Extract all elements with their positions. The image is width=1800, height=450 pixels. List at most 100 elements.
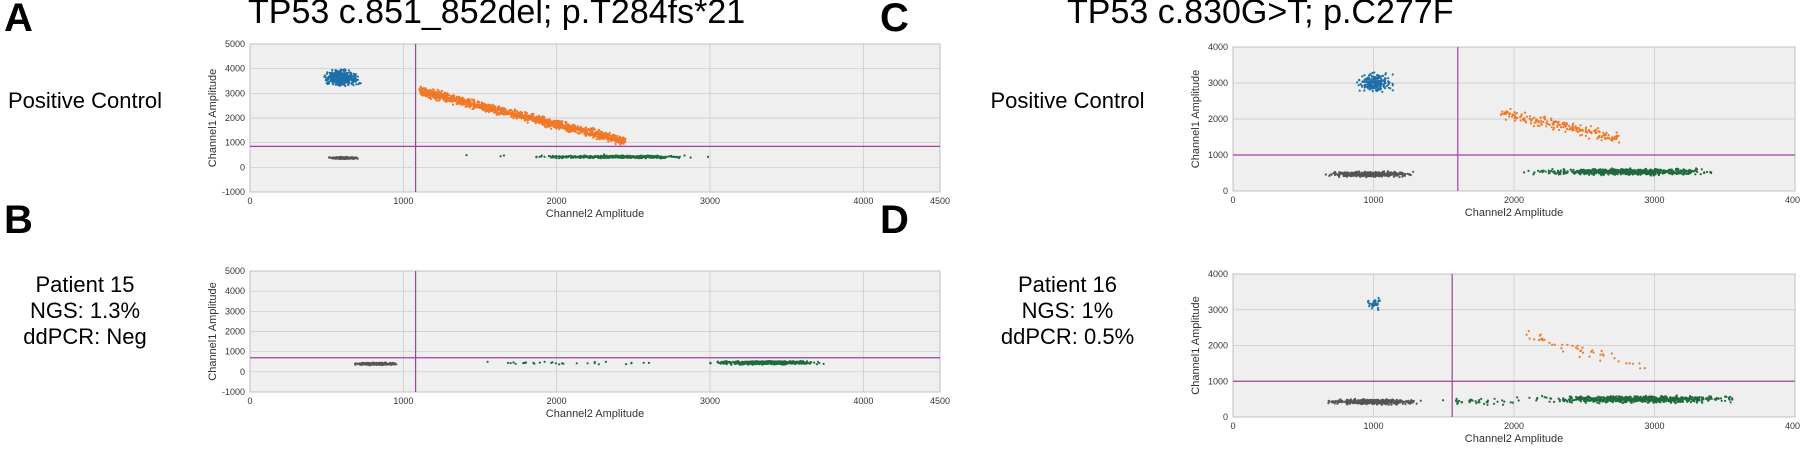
droplet-point — [599, 130, 603, 133]
y-tick-label: -1000 — [222, 187, 245, 197]
droplet-point — [500, 112, 503, 115]
droplet-point — [329, 78, 332, 81]
droplet-point — [1694, 169, 1698, 172]
droplet-point — [355, 83, 358, 86]
chart-b: 0 1000 2000 3000 4000 4500-100001000200030004… — [207, 266, 950, 420]
droplet-point — [1360, 84, 1363, 87]
droplet-point — [1551, 122, 1554, 125]
y-tick-label: 4000 — [225, 286, 245, 296]
y-tick-label: 0 — [240, 162, 245, 172]
droplet-point — [543, 123, 546, 126]
droplet-point — [1540, 123, 1543, 126]
droplet-point — [788, 361, 791, 364]
droplet-point — [1356, 81, 1359, 84]
droplet-point — [486, 360, 489, 363]
droplet-point — [1532, 125, 1535, 128]
droplet-point — [605, 156, 608, 159]
droplet-point — [1541, 170, 1544, 173]
droplet-point — [343, 68, 346, 71]
droplet-point — [1509, 112, 1512, 115]
droplet-point — [550, 127, 553, 130]
x-tick-label: 1000 — [1363, 195, 1383, 205]
droplet-point — [332, 157, 335, 160]
droplet-point — [1706, 170, 1709, 174]
droplet-point — [1380, 79, 1384, 82]
droplet-point — [620, 138, 624, 141]
droplet-point — [1524, 120, 1527, 123]
droplet-point — [1398, 176, 1401, 179]
droplet-point — [354, 74, 357, 77]
droplet-point — [529, 117, 532, 120]
droplet-point — [421, 93, 424, 96]
droplet-point — [519, 110, 522, 113]
droplet-point — [555, 121, 558, 125]
droplet-point — [1624, 169, 1627, 172]
droplet-point — [339, 69, 342, 72]
droplet-point — [334, 69, 337, 72]
droplet-point — [1357, 173, 1360, 176]
droplet-point — [1373, 175, 1376, 178]
droplet-point — [607, 156, 610, 159]
droplet-point — [499, 155, 502, 158]
y-tick-label: 3000 — [1208, 78, 1228, 88]
droplet-point — [1582, 171, 1585, 174]
droplet-point — [343, 76, 346, 79]
droplet-point — [430, 94, 433, 97]
droplet-point — [1366, 80, 1370, 83]
droplet-point — [1564, 124, 1567, 127]
droplet-point — [1529, 122, 1533, 125]
droplet-point — [1579, 128, 1582, 132]
droplet-point — [1375, 171, 1378, 175]
row-label-c-line-1: Positive Control — [990, 88, 1145, 113]
droplet-point — [437, 93, 440, 96]
droplet-point — [329, 156, 332, 159]
droplet-point — [1510, 115, 1514, 118]
droplet-point — [1399, 171, 1402, 174]
droplet-point — [393, 363, 396, 366]
droplet-point — [1655, 168, 1658, 171]
droplet-point — [1562, 123, 1565, 126]
panel-letter-a: A — [4, 0, 33, 40]
droplet-point — [464, 105, 467, 108]
droplet-point — [618, 141, 621, 144]
droplet-point — [512, 112, 515, 115]
droplet-point — [523, 361, 526, 364]
droplet-point — [1537, 169, 1540, 172]
droplet-point — [1355, 175, 1358, 178]
droplet-point — [595, 131, 598, 134]
droplet-point — [326, 71, 329, 74]
droplet-point — [329, 73, 332, 76]
droplet-point — [1502, 112, 1505, 115]
droplet-point — [448, 96, 451, 99]
droplet-point — [799, 359, 802, 363]
droplet-point — [1366, 83, 1369, 86]
droplet-point — [610, 154, 613, 157]
droplet-point — [1376, 76, 1379, 79]
droplet-point — [564, 156, 567, 159]
droplet-point — [1569, 127, 1572, 130]
droplet-point — [446, 98, 449, 101]
droplet-point — [426, 93, 429, 96]
droplet-point — [515, 113, 519, 117]
y-tick-label: 3000 — [225, 306, 245, 316]
droplet-point — [1519, 119, 1522, 122]
droplet-point — [1368, 82, 1371, 85]
droplet-point — [1640, 172, 1643, 175]
droplet-point — [514, 362, 517, 365]
droplet-point — [806, 360, 809, 363]
droplet-point — [616, 137, 620, 140]
droplet-point — [818, 362, 821, 365]
droplet-point — [442, 95, 446, 98]
droplet-point — [1361, 75, 1364, 78]
droplet-point — [1511, 113, 1514, 116]
droplet-point — [538, 361, 541, 364]
droplet-point — [543, 360, 546, 363]
droplet-point — [1371, 71, 1374, 75]
y-tick-label: 5000 — [225, 39, 245, 49]
droplet-point — [1556, 121, 1559, 124]
droplet-point — [532, 361, 535, 364]
droplet-point — [1522, 119, 1525, 122]
droplet-point — [448, 99, 451, 103]
droplet-point — [325, 81, 328, 84]
